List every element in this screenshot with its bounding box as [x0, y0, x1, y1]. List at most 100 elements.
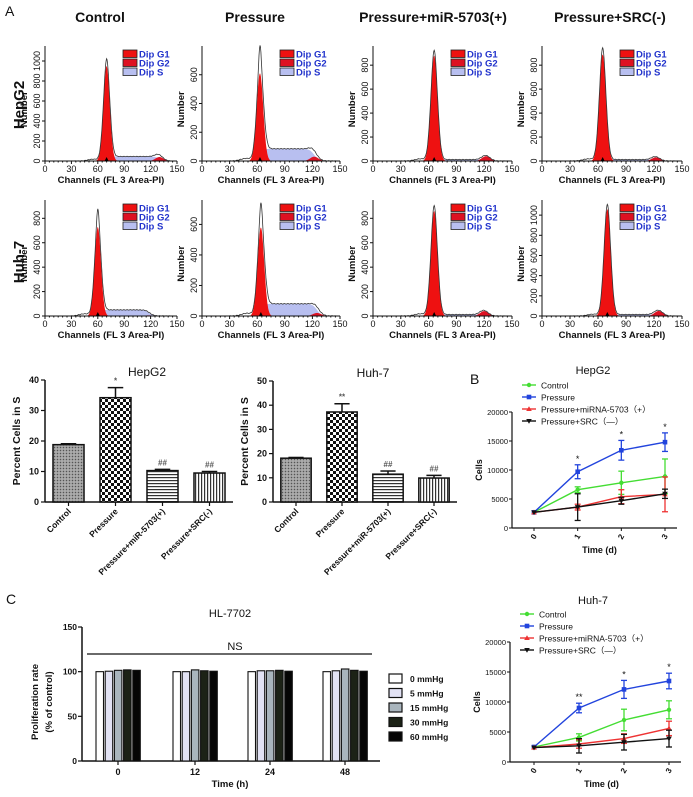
significance-label: ##: [205, 461, 214, 470]
s-phase-area: [202, 303, 340, 316]
legend-swatch: [122, 67, 138, 76]
legend-swatch: [122, 212, 138, 221]
legend-label: Dip G1: [139, 50, 170, 61]
x-tick-label: 30: [66, 319, 76, 329]
legend-swatch: [450, 58, 466, 67]
y-tick-label: 200: [189, 125, 199, 140]
bar: [359, 670, 368, 762]
y-tick-label: 50: [257, 376, 267, 386]
legend-swatch: [619, 67, 635, 76]
g2-peak-area: [373, 311, 512, 316]
square-marker-icon: [662, 439, 668, 445]
histogram-outline: [569, 46, 678, 162]
histogram-outline: [229, 202, 336, 317]
legend-swatch: [388, 702, 403, 713]
chart-title: HepG2: [128, 365, 166, 379]
y-tick-label: 5000: [489, 728, 506, 737]
g2-peak-area: [542, 157, 682, 161]
x-tick-label: 12: [190, 767, 200, 777]
legend-swatch: [279, 67, 295, 76]
y-tick-label: 600: [529, 248, 539, 263]
x-tick-label: 60: [593, 319, 603, 329]
x-tick-label: 120: [646, 164, 661, 174]
x-tick-label: 90: [280, 164, 290, 174]
bar: [200, 670, 209, 762]
legend-label: Dip S: [139, 68, 163, 79]
y-tick-label: 800: [360, 211, 370, 226]
legend-swatch: [122, 49, 138, 58]
y-tick-label: 600: [32, 93, 42, 108]
bar: [322, 671, 332, 762]
legend-label: Dip G2: [467, 213, 498, 224]
category-label: Control: [44, 506, 72, 534]
x-axis-label: Channels (FL 3 Area-PI): [58, 330, 165, 341]
histogram-chart: 0 30 60 90 120 150 0 200 400 600 800 Channels (FL 3…: [347, 200, 520, 341]
legend-label: Pressure+miRNA-5703（+）: [539, 634, 649, 644]
bar: [265, 670, 275, 762]
triangle-up-marker-icon: [666, 725, 672, 731]
x-tick-label: 0: [370, 319, 375, 329]
legend-label: Dip G2: [139, 59, 170, 70]
legend-label: Dip G1: [467, 204, 498, 215]
y-tick-label: 20000: [485, 638, 506, 647]
g1-peak-area: [542, 209, 682, 316]
x-axis-label: Channels (FL 3 Area-PI): [559, 330, 666, 341]
x-tick-label: 30: [565, 164, 575, 174]
y-tick-label: 20: [29, 436, 39, 446]
significance-label: ##: [384, 460, 393, 469]
bar: [99, 396, 132, 503]
histogram-outline: [229, 45, 336, 162]
legend-swatch: [388, 731, 403, 742]
significance-label: **: [339, 393, 346, 402]
legend-label: Dip G1: [139, 204, 170, 215]
y-tick-label: 400: [32, 113, 42, 128]
significance-label: ##: [158, 458, 167, 467]
series-line: [533, 493, 666, 513]
x-tick-label: 0: [199, 319, 204, 329]
row-label-hepg2: HepG2: [11, 81, 28, 129]
proliferation-bar-chart: HL-7702 0 50 100 150 Proliferation rate (% of …: [30, 608, 448, 790]
chart-title: Huh-7: [357, 366, 390, 380]
circle-marker-icon: [666, 707, 672, 712]
panel-label-a: A: [5, 3, 15, 19]
y-tick-label: 800: [32, 73, 42, 88]
legend-swatch: [279, 58, 295, 67]
x-tick-label: 30: [396, 319, 406, 329]
square-marker-icon: [621, 687, 627, 692]
y-tick-label: 600: [189, 67, 199, 82]
y-tick-label: 10000: [485, 698, 506, 707]
legend-label: Dip S: [296, 222, 320, 233]
category-label: Pressure+SRC(-): [383, 506, 438, 561]
x-tick-label: 0: [42, 164, 47, 174]
legend-label: 0 mmHg: [410, 674, 444, 684]
x-tick-label: 150: [169, 319, 184, 329]
circle-marker-icon: [526, 382, 532, 388]
y-tick-label: 200: [529, 130, 539, 145]
x-tick-label: 2: [616, 532, 626, 541]
histogram-chart: 0 30 60 90 120 150 0 200 400 600 800 Channels (FL 3…: [347, 46, 520, 186]
legend-swatch: [279, 212, 295, 221]
significance-label: NS: [227, 641, 242, 653]
x-tick-label: 30: [225, 319, 235, 329]
x-tick-label: 0: [42, 319, 47, 329]
x-tick-label: 3: [664, 766, 674, 775]
y-tick-label: 1000: [529, 205, 539, 225]
series-line: [533, 680, 670, 748]
legend-label: Dip G2: [139, 213, 170, 224]
y-tick-label: 400: [189, 96, 199, 111]
square-marker-icon: [526, 394, 532, 400]
y-tick-label: 0: [189, 313, 199, 318]
series-line: [533, 441, 666, 513]
legend-label: 5 mmHg: [410, 689, 444, 699]
y-axis-label: (% of control): [44, 671, 55, 732]
x-tick-label: 60: [93, 319, 103, 329]
triangle-down-marker-icon: [621, 740, 627, 745]
x-tick-label: 90: [119, 164, 129, 174]
histogram-chart: 0 30 60 90 120 150 0 200 400 600 Channels (FL 3 Ar…: [176, 200, 348, 341]
square-marker-icon: [666, 678, 672, 684]
y-tick-label: 40: [29, 375, 39, 385]
y-axis-label: Number: [19, 246, 30, 282]
legend-swatch: [388, 673, 403, 684]
y-tick-label: 200: [360, 284, 370, 299]
s-phase-area: [45, 309, 177, 316]
